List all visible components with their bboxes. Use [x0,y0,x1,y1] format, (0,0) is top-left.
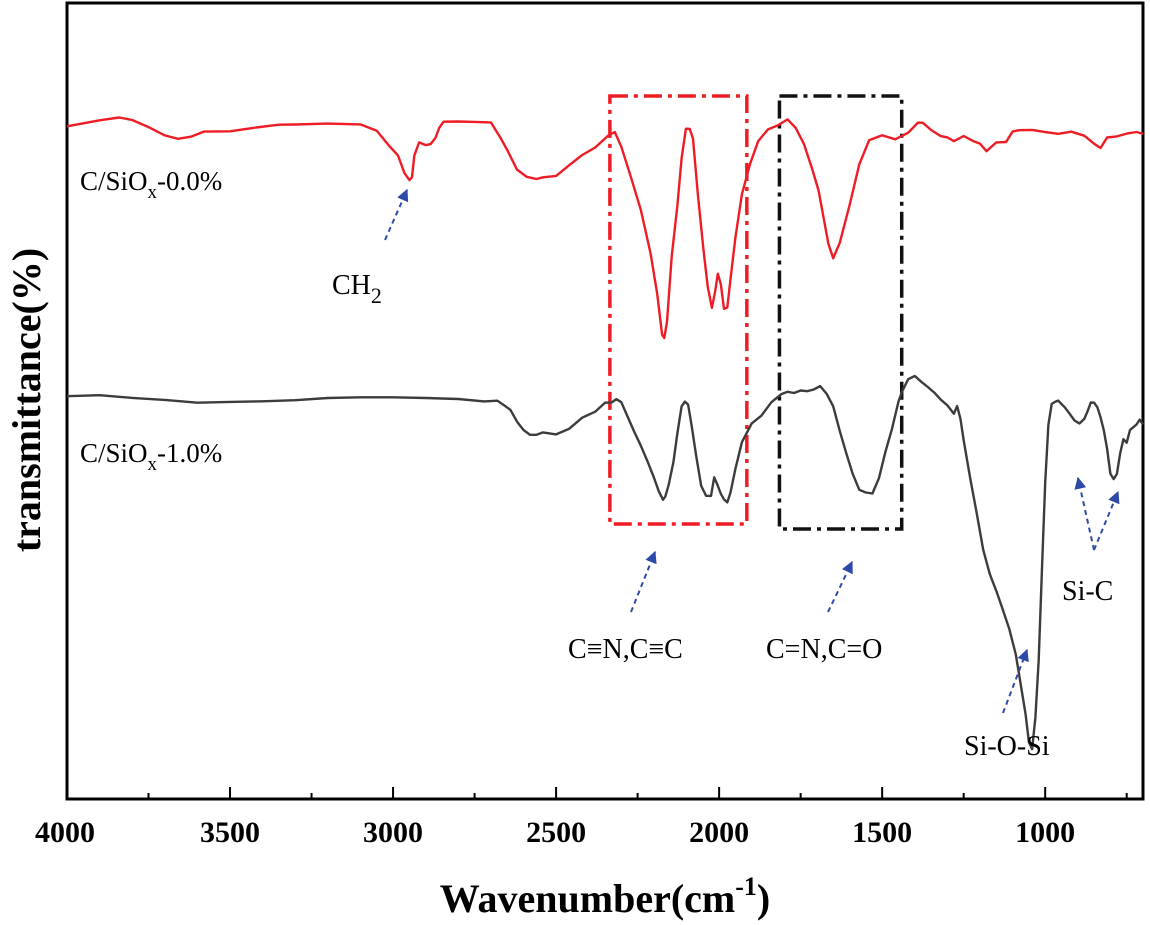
arrow-si-c-right [1093,490,1120,551]
spectra [66,116,1144,751]
arrow-si-c-left [1074,476,1095,551]
series-label-1: C/SiOx-1.0% [80,438,222,475]
x-tick-label: 4000 [35,816,95,849]
highlight-boxes [608,94,904,531]
x-tick-label: 3500 [200,816,260,849]
y-axis-title: transmittance(%) [4,248,49,552]
spectrum-line-1 [66,374,1144,751]
x-tick-label: 1500 [852,816,912,849]
plot-frame [65,1,1145,801]
arrow-si-o-si [1002,648,1029,714]
x-tick-label: 2000 [689,816,749,849]
x-tick-label: 1000 [1015,816,1075,849]
spectrum-line-0 [66,116,1144,340]
arrow-triple-bond [630,550,657,613]
annotation-si-c: Si-C [1062,576,1113,607]
x-axis-tick-labels: 4000 3500 3000 2500 2000 1500 1000 [35,816,1075,849]
annotation-double-bond: C=N,C=O [766,634,882,665]
triple-bond-box [608,94,749,526]
annotation-si-o-si: Si-O-Si [964,731,1050,762]
annotation-triple-bond: C≡N,C≡C [568,634,683,665]
double-bond-box [777,94,904,531]
x-tick-label: 3000 [363,816,423,849]
annotation-arrows [384,188,1120,714]
x-tick-label: 2500 [526,816,586,849]
arrow-double-bond [827,560,853,613]
arrow-ch2 [384,188,409,241]
x-axis-ticks [66,787,1128,799]
annotation-ch2: CH2 [332,270,382,308]
x-axis-title: Wavenumber(cm-1) [440,872,771,921]
series-label-0: C/SiOx-0.0% [80,166,222,203]
